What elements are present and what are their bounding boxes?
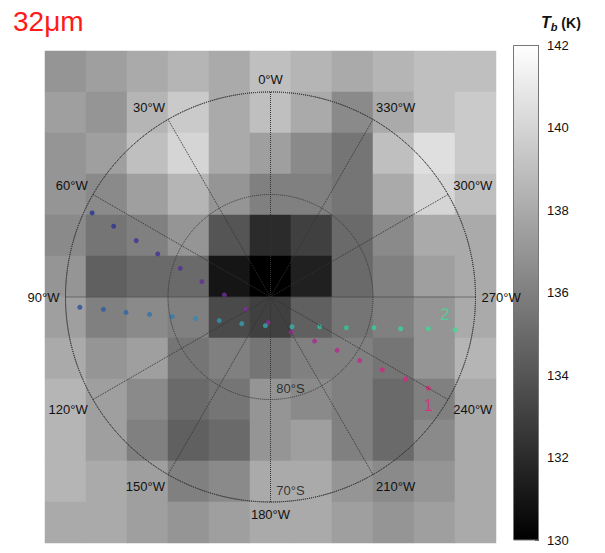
svg-text:0°W: 0°W — [258, 72, 283, 87]
svg-text:60°W: 60°W — [56, 178, 89, 193]
html-text:Tb: Tb — [541, 14, 558, 33]
svg-text:80°S: 80°S — [276, 381, 305, 396]
svg-text:32μm: 32μm — [13, 6, 84, 37]
svg-text:70°S: 70°S — [276, 483, 305, 498]
svg-text:132: 132 — [547, 450, 569, 465]
svg-text:330°W: 330°W — [376, 100, 416, 115]
svg-text:300°W: 300°W — [453, 178, 493, 193]
svg-text:120°W: 120°W — [49, 402, 89, 417]
svg-text:270°W: 270°W — [482, 290, 522, 305]
svg-text:2: 2 — [441, 306, 450, 323]
svg-text:150°W: 150°W — [126, 479, 166, 494]
svg-text:240°W: 240°W — [453, 402, 493, 417]
svg-text:1: 1 — [424, 397, 433, 414]
svg-text:210°W: 210°W — [376, 479, 416, 494]
svg-text:90°W: 90°W — [28, 290, 61, 305]
svg-text:30°W: 30°W — [133, 100, 166, 115]
svg-text:136: 136 — [547, 285, 569, 300]
svg-text:138: 138 — [547, 203, 569, 218]
svg-text:130: 130 — [547, 533, 569, 548]
svg-text:(K): (K) — [557, 15, 580, 31]
svg-text:134: 134 — [547, 368, 569, 383]
svg-text:142: 142 — [547, 38, 569, 53]
svg-text:180°W: 180°W — [251, 507, 291, 522]
svg-text:140: 140 — [547, 120, 569, 135]
